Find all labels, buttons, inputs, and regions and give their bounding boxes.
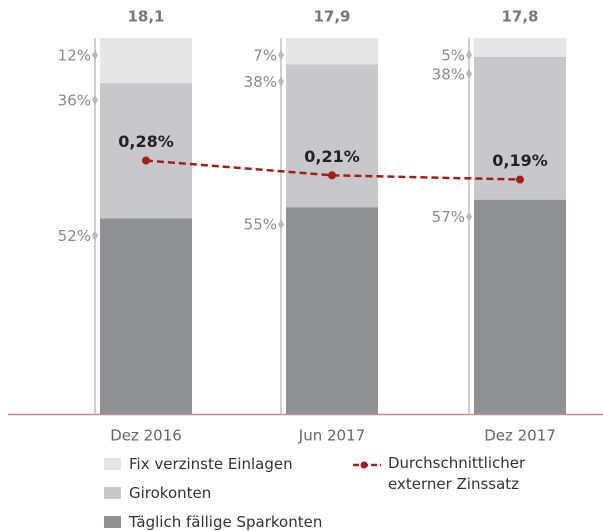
legend-label: Girokonten bbox=[129, 484, 212, 502]
legend-item: Durchschnittlicher externer Zinssatz bbox=[352, 454, 563, 495]
x-tick-label: Dez 2016 bbox=[110, 427, 182, 445]
legend-item: Täglich fällige Sparkonten bbox=[104, 513, 322, 531]
segment-marker bbox=[92, 50, 98, 60]
segment-marker bbox=[92, 230, 98, 241]
legend-swatch bbox=[104, 516, 121, 528]
segment-marker bbox=[278, 76, 284, 87]
segment-label: 38% bbox=[432, 65, 465, 83]
legend-swatch bbox=[104, 458, 121, 470]
bar-segment bbox=[474, 199, 566, 414]
bar-segment bbox=[100, 218, 192, 414]
legend-swatch bbox=[104, 487, 121, 499]
total-label: 17,9 bbox=[313, 8, 350, 26]
x-tick-label: Jun 2017 bbox=[298, 427, 365, 445]
legend-item: Fix verzinste Einlagen bbox=[104, 455, 293, 473]
total-label: 17,8 bbox=[501, 8, 538, 26]
legend-item: Girokonten bbox=[104, 484, 211, 502]
segment-label: 36% bbox=[58, 92, 91, 110]
segment-label: 12% bbox=[58, 47, 91, 65]
line-point bbox=[516, 175, 524, 184]
segment-marker bbox=[466, 211, 472, 222]
bar-segment bbox=[286, 207, 378, 414]
bar-segment bbox=[100, 38, 192, 84]
segment-label: 5% bbox=[441, 47, 465, 65]
bar-segment bbox=[286, 38, 378, 65]
bar-segment bbox=[100, 83, 192, 219]
x-tick-label: Dez 2017 bbox=[484, 427, 556, 445]
segment-marker bbox=[278, 219, 284, 230]
bar-segment bbox=[286, 64, 378, 208]
legend-swatch bbox=[353, 461, 381, 469]
segment-marker bbox=[466, 68, 472, 79]
line-point bbox=[328, 171, 336, 180]
line-label: 0,28% bbox=[118, 132, 174, 151]
line bbox=[145, 159, 521, 181]
line-point bbox=[142, 156, 150, 165]
total-label: 18,1 bbox=[127, 8, 164, 26]
segment-label: 55% bbox=[244, 216, 277, 234]
segment-label: 7% bbox=[253, 47, 277, 65]
legend-label: Durchschnittlicher externer Zinssatz bbox=[388, 454, 526, 493]
segment-label: 57% bbox=[432, 208, 465, 226]
line-label: 0,19% bbox=[492, 151, 548, 170]
segment-label: 52% bbox=[58, 227, 91, 245]
legend-label: Täglich fällige Sparkonten bbox=[129, 513, 323, 531]
segment-marker bbox=[466, 50, 472, 60]
line-label: 0,21% bbox=[304, 147, 360, 166]
legend-label: Fix verzinste Einlagen bbox=[129, 455, 293, 473]
segment-marker bbox=[92, 95, 98, 106]
segment-marker bbox=[278, 50, 284, 60]
segment-label: 38% bbox=[244, 73, 277, 91]
bar-segment bbox=[474, 38, 566, 57]
